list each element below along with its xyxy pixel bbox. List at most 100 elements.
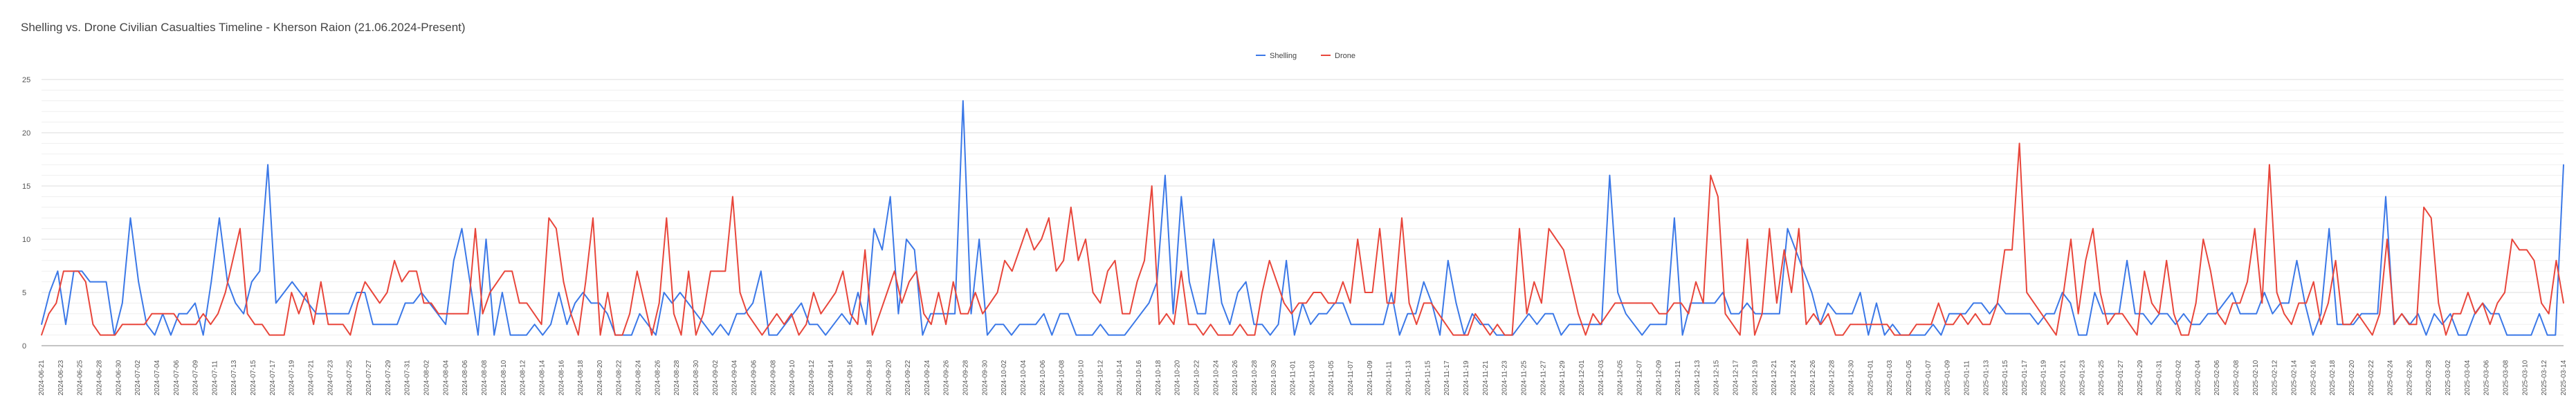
data-point-shelling — [647, 324, 648, 326]
y-tick-label: 25 — [22, 76, 30, 84]
data-point-shelling — [2449, 313, 2451, 315]
data-point-shelling — [2563, 164, 2564, 165]
x-tick-label: 2025-01-19 — [2040, 360, 2048, 395]
x-tick-label: 2025-01-27 — [2117, 360, 2125, 395]
data-point-drone — [1916, 324, 1917, 326]
x-tick-label: 2024-12-05 — [1617, 360, 1625, 395]
data-point-drone — [181, 324, 182, 326]
data-point-shelling — [1382, 324, 1385, 326]
data-point-drone — [556, 227, 557, 230]
data-point-shelling — [2085, 334, 2088, 336]
x-tick-label: 2025-02-20 — [2348, 360, 2356, 395]
x-tick-label: 2025-01-05 — [1906, 360, 1913, 395]
x-tick-label: 2024-11-11 — [1386, 361, 1394, 395]
data-point-drone — [2504, 292, 2505, 293]
data-point-shelling — [1084, 334, 1085, 336]
data-point-drone — [1511, 334, 1513, 336]
data-point-drone — [688, 270, 689, 272]
data-point-shelling — [1018, 324, 1021, 326]
data-point-drone — [2533, 260, 2535, 261]
data-point-drone — [2202, 239, 2204, 240]
data-point-drone — [372, 292, 373, 293]
data-point-drone — [989, 302, 991, 304]
data-point-shelling — [485, 239, 487, 240]
data-point-drone — [563, 281, 565, 283]
data-point-drone — [2364, 324, 2366, 326]
data-point-drone — [394, 260, 395, 261]
x-tick-label: 2024-12-15 — [1713, 360, 1721, 395]
data-point-shelling — [259, 270, 261, 272]
data-point-shelling — [1940, 334, 1942, 336]
data-point-shelling — [2353, 324, 2355, 326]
data-point-shelling — [881, 249, 883, 251]
data-point-shelling — [582, 292, 584, 293]
series-line-drone — [41, 142, 2564, 336]
data-point-shelling — [186, 313, 188, 315]
data-point-drone — [122, 324, 123, 326]
data-point-drone — [1136, 281, 1138, 283]
x-tick-label: 2024-09-14 — [828, 360, 835, 395]
data-point-drone — [1975, 313, 1976, 315]
data-point-drone — [1041, 239, 1042, 240]
x-tick-label: 2024-11-05 — [1328, 360, 1335, 395]
x-tick-label: 2024-10-22 — [1193, 360, 1200, 395]
data-point-shelling — [2539, 313, 2540, 315]
data-point-shelling — [1722, 292, 1724, 293]
data-point-drone — [1474, 313, 1476, 315]
data-point-drone — [489, 292, 491, 293]
data-point-drone — [283, 334, 285, 336]
data-point-drone — [1555, 239, 1557, 240]
data-point-drone — [1173, 324, 1175, 326]
data-point-shelling — [1714, 302, 1716, 304]
data-point-shelling — [2433, 313, 2435, 315]
data-point-drone — [386, 292, 388, 293]
data-point-shelling — [1569, 324, 1570, 326]
data-point-shelling — [1027, 324, 1029, 326]
data-point-shelling — [1270, 334, 1271, 336]
data-point-shelling — [340, 313, 342, 315]
data-point-drone — [2166, 260, 2167, 261]
data-point-drone — [313, 324, 315, 326]
data-point-drone — [2555, 260, 2557, 261]
data-point-drone — [2430, 217, 2432, 219]
data-point-drone — [680, 334, 682, 336]
data-point-drone — [1261, 292, 1263, 293]
x-tick-label: 2024-11-07 — [1347, 360, 1355, 395]
x-tick-label: 2024-10-04 — [1020, 360, 1027, 395]
x-tick-label: 2024-08-02 — [423, 360, 430, 395]
data-point-drone — [2077, 313, 2079, 315]
data-point-drone — [357, 302, 358, 304]
x-tick-label: 2024-08-30 — [693, 360, 700, 395]
data-point-shelling — [631, 334, 632, 336]
data-point-drone — [2445, 334, 2447, 336]
data-point-drone — [1622, 302, 1623, 304]
data-point-drone — [2232, 302, 2234, 304]
data-point-shelling — [2328, 227, 2330, 230]
data-point-shelling — [502, 292, 503, 293]
data-point-shelling — [1552, 313, 1554, 315]
data-point-drone — [453, 313, 454, 315]
data-point-drone — [2305, 302, 2307, 304]
data-point-drone — [967, 313, 969, 315]
x-tick-label: 2024-12-11 — [1674, 360, 1682, 395]
data-point-shelling — [243, 313, 244, 315]
data-point-drone — [224, 292, 226, 293]
data-point-drone — [607, 292, 609, 293]
y-tick-label: 10 — [22, 236, 30, 244]
x-tick-label: 2025-02-14 — [2290, 360, 2298, 395]
data-point-drone — [151, 313, 153, 315]
data-point-shelling — [2199, 324, 2201, 326]
data-point-shelling — [816, 324, 819, 326]
data-point-drone — [982, 313, 983, 315]
data-point-shelling — [1043, 313, 1045, 315]
data-point-shelling — [1496, 334, 1497, 336]
data-point-shelling — [906, 239, 907, 240]
data-point-drone — [1908, 334, 1910, 336]
data-point-drone — [1570, 281, 1572, 283]
chart-title: Shelling vs. Drone Civilian Casualties T… — [21, 21, 466, 34]
data-point-drone — [2210, 270, 2211, 272]
data-point-drone — [1011, 270, 1013, 272]
data-point-drone — [1018, 249, 1021, 251]
data-point-drone — [2188, 334, 2189, 336]
data-point-shelling — [48, 292, 51, 293]
